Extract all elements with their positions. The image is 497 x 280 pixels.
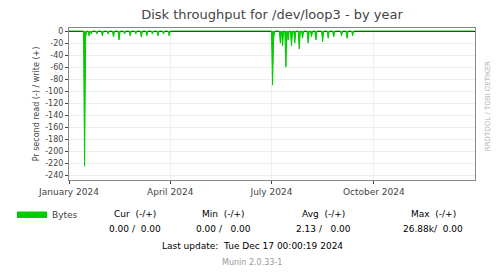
- svg-text:0.00 / 0.00: 0.00 / 0.00: [196, 224, 251, 234]
- svg-text:RRDTOOL / TOBI OETIKER: RRDTOOL / TOBI OETIKER: [484, 61, 492, 151]
- svg-text:Cur (-/+): Cur (-/+): [114, 209, 156, 219]
- svg-text:-60: -60: [50, 63, 63, 72]
- svg-text:Disk throughput for /dev/loop3: Disk throughput for /dev/loop3 - by year: [141, 7, 403, 22]
- svg-text:-160: -160: [45, 123, 63, 132]
- svg-text:0: 0: [58, 27, 63, 36]
- svg-text:-180: -180: [45, 135, 63, 144]
- svg-text:July 2024: July 2024: [249, 187, 292, 197]
- svg-text:26.88k/ 0.00: 26.88k/ 0.00: [403, 224, 463, 234]
- svg-text:2.13 / 0.00: 2.13 / 0.00: [296, 224, 351, 234]
- svg-text:Max (-/+): Max (-/+): [411, 209, 456, 219]
- svg-text:-100: -100: [45, 87, 63, 96]
- svg-text:January 2024: January 2024: [38, 187, 99, 197]
- svg-text:Last update: Tue Dec 17 00:00: Last update: Tue Dec 17 00:00:19 2024: [162, 241, 343, 251]
- svg-text:-20: -20: [50, 39, 63, 48]
- svg-text:Pr second read (-) / write (+): Pr second read (-) / write (+): [32, 47, 41, 162]
- svg-text:Avg (-/+): Avg (-/+): [302, 209, 345, 219]
- svg-text:-220: -220: [45, 159, 63, 168]
- svg-text:0.00 / 0.00: 0.00 / 0.00: [109, 224, 161, 234]
- svg-text:Munin 2.0.33-1: Munin 2.0.33-1: [222, 258, 282, 267]
- svg-text:Min (-/+): Min (-/+): [202, 209, 245, 219]
- svg-text:-240: -240: [45, 171, 63, 180]
- svg-text:-40: -40: [50, 51, 63, 60]
- svg-text:-140: -140: [45, 111, 63, 120]
- svg-text:October 2024: October 2024: [343, 187, 405, 197]
- svg-text:Bytes: Bytes: [52, 210, 78, 220]
- svg-text:-120: -120: [45, 99, 63, 108]
- svg-text:April 2024: April 2024: [147, 187, 194, 197]
- svg-text:-200: -200: [45, 147, 63, 156]
- svg-text:-80: -80: [50, 75, 63, 84]
